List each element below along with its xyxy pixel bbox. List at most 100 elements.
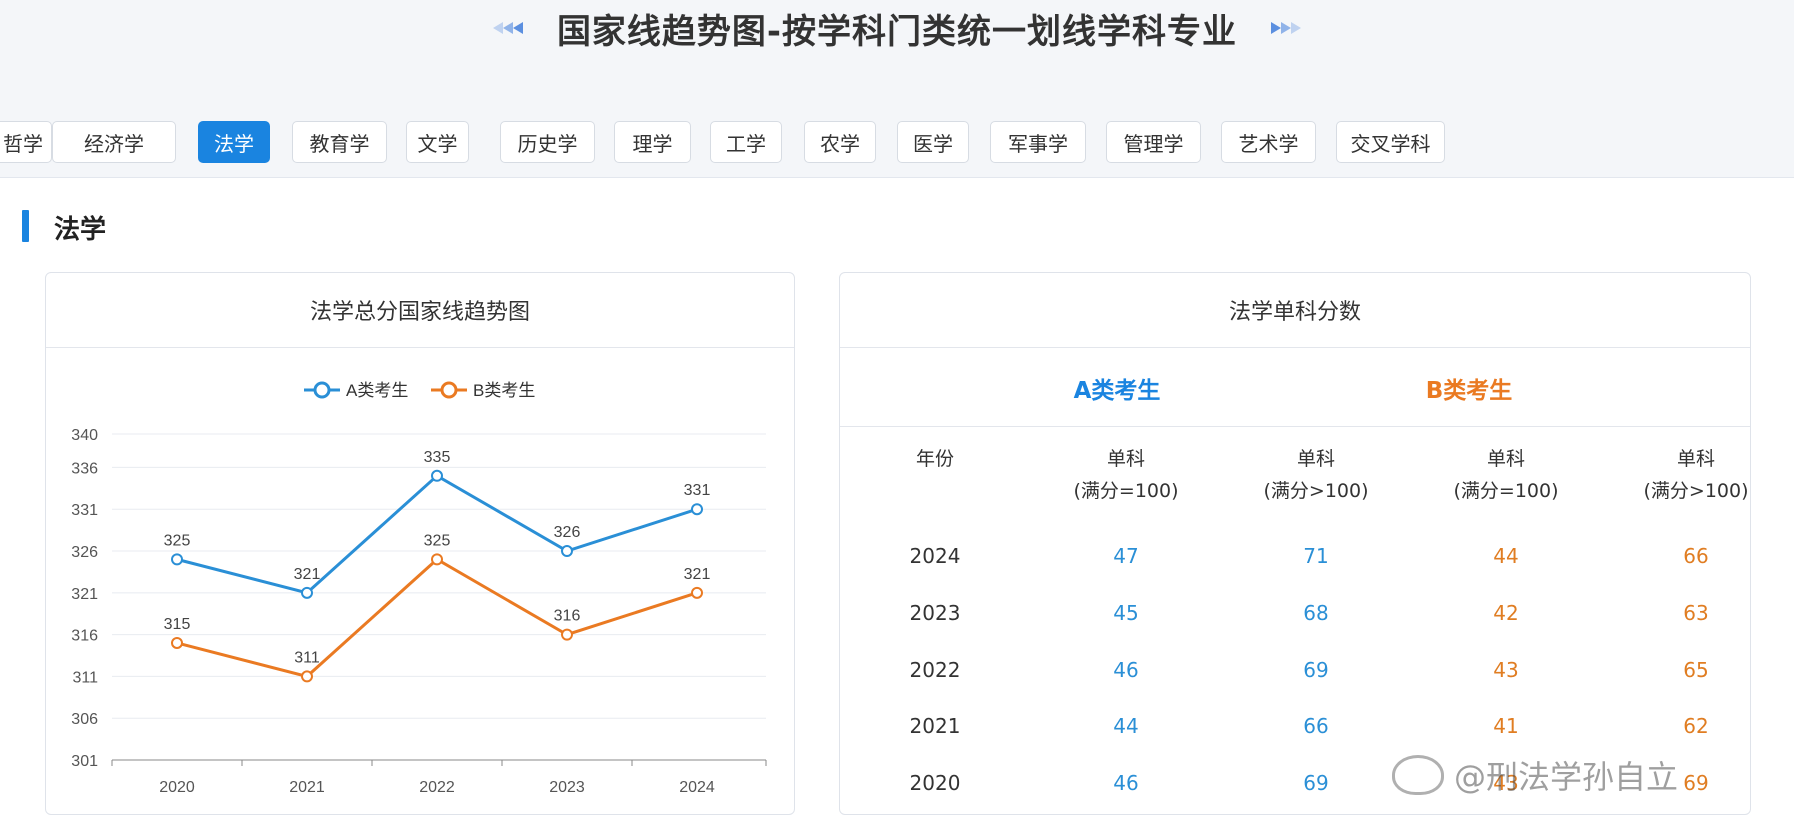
column-header-line1: 单科 <box>1106 448 1145 470</box>
data-label: 331 <box>684 482 711 499</box>
legend-label: B类考生 <box>473 381 535 400</box>
column-header-line1: 单科 <box>1676 448 1715 470</box>
column-header-0: 年份 <box>840 443 1030 475</box>
tab-7[interactable]: 工学 <box>710 121 782 163</box>
column-header-2: 单科 (满分>100) <box>1221 443 1411 507</box>
tab-6[interactable]: 理学 <box>614 121 691 163</box>
table-cell: 66 <box>1303 714 1329 738</box>
data-point <box>691 503 703 516</box>
y-tick-label: 340 <box>71 427 98 444</box>
tab-12[interactable]: 艺术学 <box>1221 121 1316 163</box>
table-cell: 69 <box>1683 771 1709 795</box>
tab-10[interactable]: 军事学 <box>990 121 1086 163</box>
data-label: 325 <box>164 532 191 549</box>
tab-3[interactable]: 教育学 <box>292 121 387 163</box>
chart-card-title: 法学总分国家线趋势图 <box>46 273 794 348</box>
group-b-label: B类考生 <box>1425 378 1513 404</box>
data-point <box>171 636 183 649</box>
column-header-line1: 单科 <box>1296 448 1335 470</box>
column-header-3: 单科 (满分=100) <box>1411 443 1601 507</box>
data-point <box>171 553 183 566</box>
column-header-4: 单科 (满分>100) <box>1601 443 1791 507</box>
data-point <box>301 586 313 599</box>
tab-1[interactable]: 经济学 <box>52 121 176 163</box>
series-line-1 <box>176 557 698 679</box>
data-point <box>431 469 443 482</box>
column-header-line1: 年份 <box>915 448 954 470</box>
x-tick-label: 2022 <box>419 779 455 796</box>
data-label: 311 <box>294 649 320 666</box>
legend-label: A类考生 <box>346 381 408 400</box>
table-cell: 69 <box>1303 771 1329 795</box>
y-tick-label: 321 <box>71 586 98 603</box>
group-header: A类考生 B类考生 <box>840 349 1750 427</box>
data-label: 316 <box>554 608 581 625</box>
group-a-label: A类考生 <box>1073 378 1161 404</box>
table-cell: 2021 <box>909 714 961 738</box>
data-label: 321 <box>684 566 711 583</box>
y-tick-label: 331 <box>71 502 98 519</box>
section-title: 法学 <box>54 215 107 245</box>
y-tick-label: 311 <box>72 669 98 686</box>
section-marker <box>22 210 29 242</box>
page-title-wrap: 国家线趋势图-按学科门类统一划线学科专业 <box>0 0 1794 56</box>
table-cell: 63 <box>1683 601 1709 625</box>
column-header-line2: (满分=100) <box>1453 480 1559 502</box>
left-arrows-icon <box>492 22 523 34</box>
table-cell: 65 <box>1683 658 1709 682</box>
tab-0[interactable]: 哲学 <box>0 121 52 163</box>
table-cell: 2024 <box>909 544 961 568</box>
data-point <box>691 586 703 599</box>
table-cell: 45 <box>1113 601 1139 625</box>
table-cell: 42 <box>1493 601 1519 625</box>
y-tick-label: 336 <box>71 460 98 477</box>
tab-11[interactable]: 管理学 <box>1106 121 1201 163</box>
table-cell: 71 <box>1303 544 1329 568</box>
column-header-line2: (满分=100) <box>1073 480 1179 502</box>
tab-8[interactable]: 农学 <box>804 121 876 163</box>
table-cell: 44 <box>1493 544 1519 568</box>
table-cell: 41 <box>1493 714 1519 738</box>
table-cell: 46 <box>1113 658 1139 682</box>
data-point <box>561 628 573 641</box>
tab-2[interactable]: 法学 <box>198 121 270 163</box>
right-arrows-icon <box>1271 22 1302 34</box>
tab-9[interactable]: 医学 <box>897 121 969 163</box>
table-cell: 66 <box>1683 544 1709 568</box>
tab-5[interactable]: 历史学 <box>500 121 595 163</box>
data-label: 321 <box>294 566 321 583</box>
data-label: 315 <box>164 616 191 633</box>
table-cell: 2022 <box>909 658 961 682</box>
legend-marker <box>313 381 331 399</box>
x-tick-label: 2020 <box>159 779 195 796</box>
table-cell: 2023 <box>909 601 961 625</box>
data-label: 326 <box>554 524 581 541</box>
data-label: 335 <box>424 449 451 466</box>
y-tick-label: 326 <box>71 544 98 561</box>
legend-marker <box>440 381 458 399</box>
y-tick-label: 316 <box>71 628 98 645</box>
header-band: 国家线趋势图-按学科门类统一划线学科专业 哲学 经济学 法学 教育学 文学 历史学 理学 工学… <box>0 0 1794 178</box>
table-cell: 68 <box>1303 601 1329 625</box>
table-cell: 62 <box>1683 714 1709 738</box>
table-cell: 69 <box>1303 658 1329 682</box>
chart-card: 法学总分国家线趋势图 301 306 311 316 321 326 331 336 340 20… <box>45 272 795 815</box>
x-tick-label: 2024 <box>679 779 715 796</box>
tab-13[interactable]: 交叉学科 <box>1336 121 1445 163</box>
column-header-1: 单科 (满分=100) <box>1031 443 1221 507</box>
table-cell: 2020 <box>909 771 961 795</box>
data-label: 325 <box>424 532 451 549</box>
table-cell: 47 <box>1113 544 1139 568</box>
table-cell: 43 <box>1493 658 1519 682</box>
x-tick-label: 2021 <box>289 779 325 796</box>
column-header-line2: (满分>100) <box>1643 480 1749 502</box>
column-header-line2: (满分>100) <box>1263 480 1369 502</box>
page-title: 国家线趋势图-按学科门类统一划线学科专业 <box>556 11 1238 52</box>
table-cell: 44 <box>1113 714 1139 738</box>
x-tick-label: 2023 <box>549 779 585 796</box>
tab-4[interactable]: 文学 <box>406 121 469 163</box>
column-header-line1: 单科 <box>1486 448 1525 470</box>
line-chart: 301 306 311 316 321 326 331 336 340 2020 2021 2022 2… <box>71 381 767 796</box>
y-tick-label: 306 <box>71 711 98 728</box>
data-point <box>431 553 443 566</box>
